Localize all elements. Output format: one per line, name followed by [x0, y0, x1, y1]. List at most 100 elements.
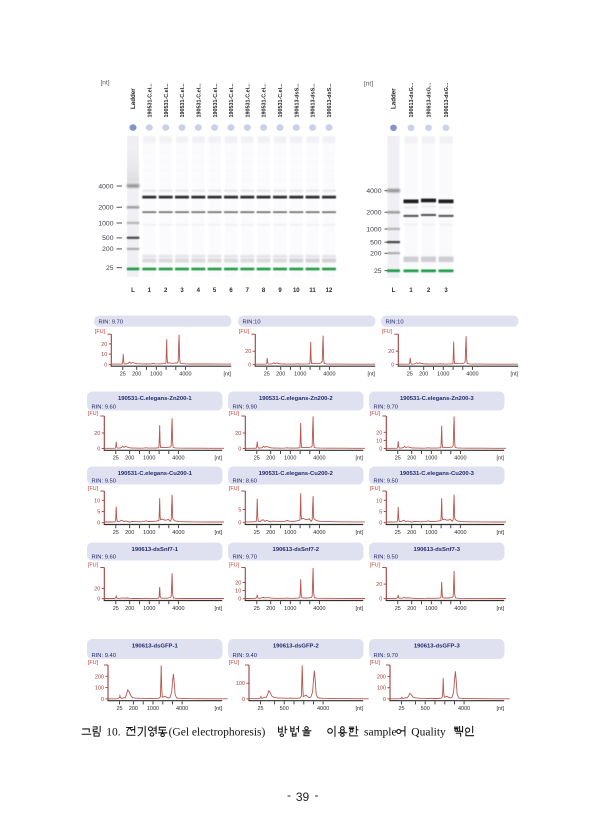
svg-text:4000: 4000 [466, 372, 478, 378]
svg-text:200: 200 [266, 456, 275, 462]
svg-text:1000: 1000 [143, 606, 155, 612]
svg-text:1000: 1000 [284, 456, 296, 462]
svg-text:0: 0 [97, 597, 100, 603]
svg-text:1000: 1000 [143, 530, 155, 536]
svg-text:190613-dsSnf7-2: 190613-dsSnf7-2 [273, 547, 320, 553]
svg-text:5: 5 [238, 507, 241, 513]
svg-text:10: 10 [376, 498, 382, 504]
svg-text:190613-dsS...: 190613-dsS... [294, 83, 300, 118]
svg-text:200: 200 [125, 606, 134, 612]
svg-text:25: 25 [116, 706, 122, 712]
svg-text:0: 0 [104, 362, 107, 368]
svg-text:[FU]: [FU] [370, 660, 381, 666]
svg-text:0: 0 [383, 697, 386, 703]
svg-text:190613-dsSnf7-3: 190613-dsSnf7-3 [414, 547, 461, 553]
svg-text:RIN: 9.50: RIN: 9.50 [374, 478, 399, 484]
svg-text:200: 200 [407, 606, 416, 612]
svg-text:190613-dsG...: 190613-dsG... [444, 82, 450, 117]
svg-text:RIN: 9.70: RIN: 9.70 [99, 320, 124, 326]
svg-text:500: 500 [370, 240, 382, 247]
svg-text:4000: 4000 [313, 530, 325, 536]
svg-text:190531-C.elegans-Cu200-3: 190531-C.elegans-Cu200-3 [400, 471, 475, 477]
svg-text:[FU]: [FU] [239, 329, 250, 335]
svg-text:8: 8 [262, 288, 266, 294]
svg-text:1000: 1000 [366, 226, 381, 233]
svg-text:20: 20 [388, 349, 394, 355]
svg-text:190613-dsG...: 190613-dsG... [427, 82, 433, 117]
svg-text:4000: 4000 [179, 372, 191, 378]
svg-text:RIN: 9.70: RIN: 9.70 [374, 404, 399, 410]
svg-text:0: 0 [97, 521, 100, 527]
svg-text:200: 200 [377, 675, 386, 681]
svg-text:200: 200 [266, 606, 275, 612]
svg-text:25: 25 [398, 706, 404, 712]
svg-text:25: 25 [113, 530, 119, 536]
svg-text:2000: 2000 [98, 205, 113, 212]
svg-text:4000: 4000 [454, 606, 466, 612]
svg-text:RIN:10: RIN:10 [386, 320, 404, 326]
svg-text:200: 200 [419, 372, 428, 378]
svg-text:5: 5 [379, 510, 382, 516]
svg-text:RIN: 9.40: RIN: 9.40 [233, 653, 258, 659]
svg-text:20: 20 [376, 582, 382, 588]
svg-text:[nt]: [nt] [356, 530, 364, 536]
svg-text:[FU]: [FU] [95, 329, 106, 335]
svg-text:[FU]: [FU] [88, 486, 99, 492]
svg-text:[nt]: [nt] [356, 606, 364, 612]
svg-text:500: 500 [280, 706, 289, 712]
svg-text:190613-dsGFP-3: 190613-dsGFP-3 [414, 644, 461, 650]
svg-text:1: 1 [148, 288, 152, 294]
svg-text:RIN: 9.70: RIN: 9.70 [374, 653, 399, 659]
svg-text:25: 25 [113, 606, 119, 612]
svg-text:500: 500 [102, 235, 114, 242]
svg-text:190531-C.elegans-Cu200-1: 190531-C.elegans-Cu200-1 [118, 471, 193, 477]
svg-text:25: 25 [113, 456, 119, 462]
svg-text:5: 5 [213, 288, 217, 294]
svg-text:25: 25 [264, 372, 270, 378]
svg-text:[nt]: [nt] [215, 706, 223, 712]
svg-text:4000: 4000 [317, 706, 329, 712]
svg-text:190531-C.el...: 190531-C.el... [262, 83, 268, 118]
svg-text:[nt]: [nt] [356, 706, 364, 712]
svg-text:200: 200 [125, 456, 134, 462]
svg-text:RIN: 8.60: RIN: 8.60 [233, 478, 258, 484]
svg-text:0: 0 [238, 597, 241, 603]
svg-text:[FU]: [FU] [229, 660, 240, 666]
svg-text:RIN: 9.70: RIN: 9.70 [233, 554, 258, 560]
svg-text:1000: 1000 [147, 706, 159, 712]
svg-text:190531-C.el...: 190531-C.el... [278, 83, 284, 118]
svg-text:11: 11 [309, 288, 316, 294]
svg-text:190531-C.el...: 190531-C.el... [213, 83, 219, 118]
svg-text:200: 200 [276, 372, 285, 378]
svg-text:10.: 10. [106, 727, 121, 739]
svg-text:0: 0 [379, 521, 382, 527]
svg-text:4000: 4000 [172, 456, 184, 462]
svg-text:10: 10 [293, 288, 300, 294]
svg-text:1: 1 [409, 288, 413, 294]
svg-text:0: 0 [379, 447, 382, 453]
svg-text:0: 0 [97, 447, 100, 453]
svg-text:[FU]: [FU] [370, 563, 381, 569]
svg-text:200: 200 [407, 530, 416, 536]
svg-text:[nt]: [nt] [497, 530, 505, 536]
svg-text:190613-dsSnf7-1: 190613-dsSnf7-1 [132, 547, 179, 553]
svg-text:1000: 1000 [425, 606, 437, 612]
svg-text:10: 10 [101, 352, 107, 358]
svg-text:[nt]: [nt] [497, 456, 505, 462]
svg-text:20: 20 [94, 431, 100, 437]
svg-text:2: 2 [427, 288, 431, 294]
svg-text:Quality: Quality [411, 727, 446, 739]
svg-text:1000: 1000 [437, 372, 449, 378]
svg-text:190531-C.el...: 190531-C.el... [196, 83, 202, 118]
svg-text:20: 20 [235, 431, 241, 437]
svg-text:1000: 1000 [150, 372, 162, 378]
svg-text:(Gel electrophoresis): (Gel electrophoresis) [169, 727, 266, 739]
svg-text:10: 10 [376, 438, 382, 444]
svg-text:1000: 1000 [425, 530, 437, 536]
svg-text:25: 25 [257, 706, 263, 712]
svg-text:190613-dsS...: 190613-dsS... [311, 83, 317, 118]
svg-text:200: 200 [407, 456, 416, 462]
svg-text:1000: 1000 [425, 456, 437, 462]
svg-text:[nt]: [nt] [368, 372, 376, 378]
svg-text:[nt]: [nt] [364, 81, 373, 88]
